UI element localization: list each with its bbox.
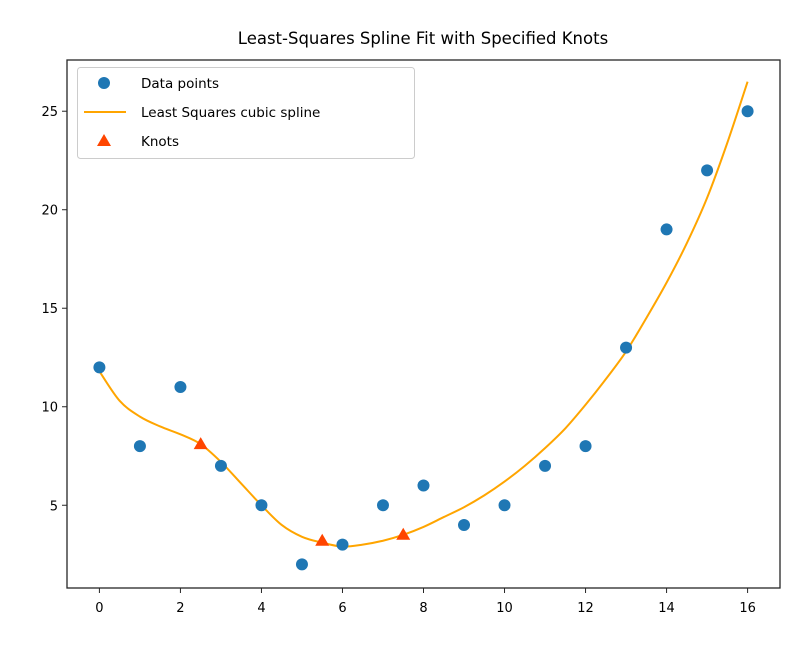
data-point-marker [660, 223, 673, 236]
y-tick-label: 15 [41, 302, 58, 317]
data-point-marker [174, 381, 187, 394]
data-point-marker [417, 479, 430, 492]
legend-label-data-points: Data points [141, 76, 219, 92]
chart-title: Least-Squares Spline Fit with Specified … [238, 29, 608, 48]
data-point-marker [93, 361, 106, 374]
y-tick-label: 20 [41, 204, 58, 219]
data-point-marker [458, 518, 471, 531]
y-tick-label: 25 [41, 105, 58, 120]
x-tick-label: 16 [739, 601, 756, 616]
data-point-marker [376, 499, 389, 512]
x-tick-label: 14 [658, 601, 675, 616]
x-tick-label: 8 [419, 601, 427, 616]
x-tick-label: 4 [257, 601, 265, 616]
knot-marker [193, 437, 208, 450]
axes: 0 2 4 6 8 10 12 14 16 5 10 15 20 25 [41, 59, 781, 616]
plot-area [93, 81, 754, 571]
data-point-marker [539, 459, 552, 472]
y-tick-label: 5 [50, 499, 58, 514]
data-point-marker [498, 499, 511, 512]
data-point-marker [620, 341, 633, 354]
x-tick-label: 6 [338, 601, 346, 616]
legend-label-knots: Knots [141, 134, 179, 150]
data-point-marker [741, 105, 754, 118]
legend-label-spline: Least Squares cubic spline [141, 105, 320, 121]
data-point-marker [295, 558, 308, 571]
x-tick-label: 12 [577, 601, 594, 616]
data-point-marker [214, 459, 227, 472]
data-point-marker [255, 499, 268, 512]
knot-marker [315, 533, 330, 546]
data-point-marker [336, 538, 349, 551]
x-tick-label: 10 [496, 601, 513, 616]
data-point-marker [701, 164, 714, 177]
legend-data-points-marker-icon [98, 77, 110, 89]
y-tick-label: 10 [41, 401, 58, 416]
knot-marker [396, 527, 411, 540]
legend-box [77, 67, 415, 159]
data-point-marker [133, 440, 146, 453]
legend: Data points Least Squares cubic spline K… [77, 67, 415, 159]
legend-knots-triangle-icon [97, 134, 111, 146]
x-tick-label: 2 [176, 601, 184, 616]
x-tick-label: 0 [95, 601, 103, 616]
data-point-marker [579, 440, 592, 453]
